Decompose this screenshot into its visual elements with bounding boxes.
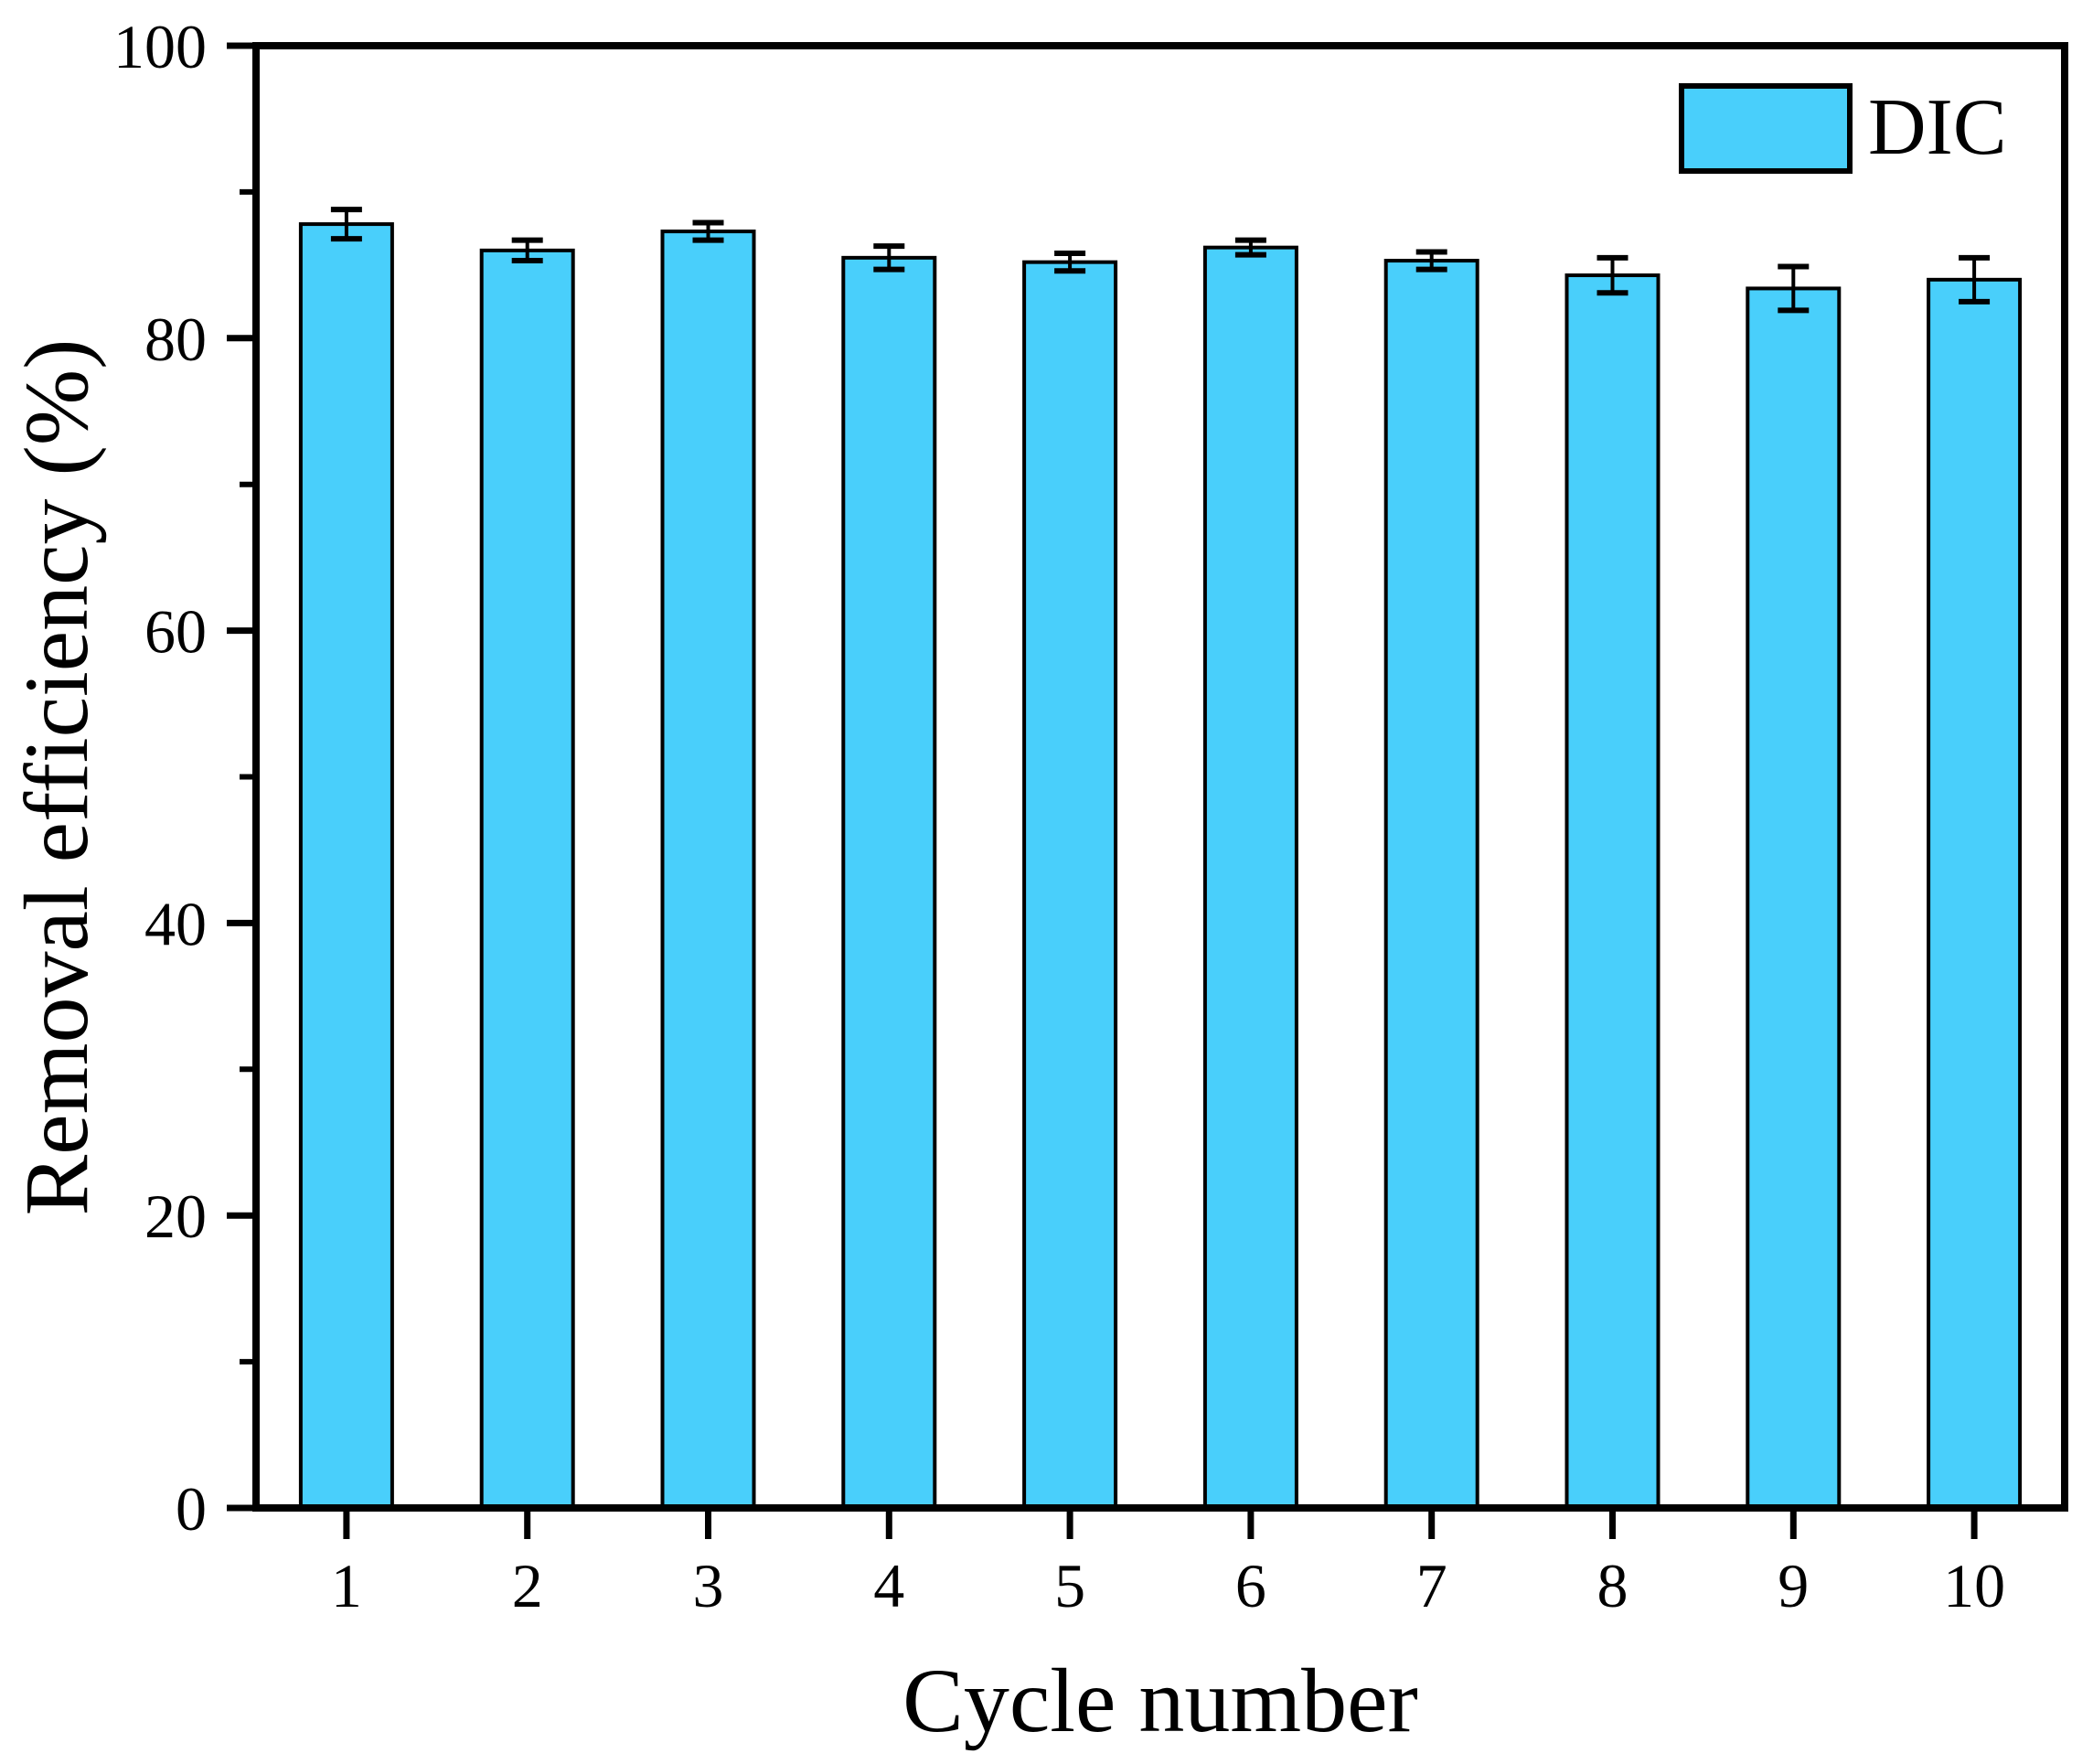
bar-cycle-10 [1927, 277, 2023, 1511]
legend-swatch [1679, 83, 1853, 174]
y-tick-label-100: 100 [113, 12, 207, 81]
y-tick-label-60: 60 [144, 597, 207, 667]
x-tick-label-4: 4 [873, 1551, 904, 1620]
y-tick-label-40: 40 [144, 889, 207, 958]
x-tick-label-2: 2 [512, 1551, 543, 1620]
bar-cycle-6 [1202, 245, 1298, 1510]
x-tick-label-1: 1 [331, 1551, 362, 1620]
x-tick-label-10: 10 [1943, 1551, 2005, 1620]
y-tick-label-0: 0 [176, 1474, 207, 1544]
bar-cycle-1 [298, 222, 394, 1510]
y-tick-label-80: 80 [144, 305, 207, 374]
bar-cycle-2 [479, 248, 575, 1510]
x-tick-label-7: 7 [1416, 1551, 1447, 1620]
x-tick-label-9: 9 [1778, 1551, 1809, 1620]
y-tick-label-20: 20 [144, 1181, 207, 1251]
x-tick-label-5: 5 [1054, 1551, 1085, 1620]
bar-cycle-9 [1746, 286, 1842, 1511]
bar-cycle-7 [1383, 259, 1479, 1511]
x-tick-label-3: 3 [693, 1551, 724, 1620]
legend-label: DIC [1868, 83, 2007, 172]
y-axis-title: Removal efficiency (%) [5, 339, 107, 1216]
bar-cycle-4 [841, 255, 937, 1511]
bar-cycle-8 [1564, 273, 1661, 1511]
axes-layer: 0 20 40 60 80 100 1 2 3 4 5 6 7 8 9 10 [113, 12, 2068, 1620]
bars-layer [298, 207, 2023, 1511]
legend: DIC [1679, 83, 2007, 174]
x-tick-label-6: 6 [1235, 1551, 1266, 1620]
x-axis-title: Cycle number [902, 1650, 1418, 1751]
x-tick-label-8: 8 [1597, 1551, 1628, 1620]
bar-cycle-3 [660, 230, 756, 1510]
bar-cycle-5 [1022, 260, 1118, 1511]
